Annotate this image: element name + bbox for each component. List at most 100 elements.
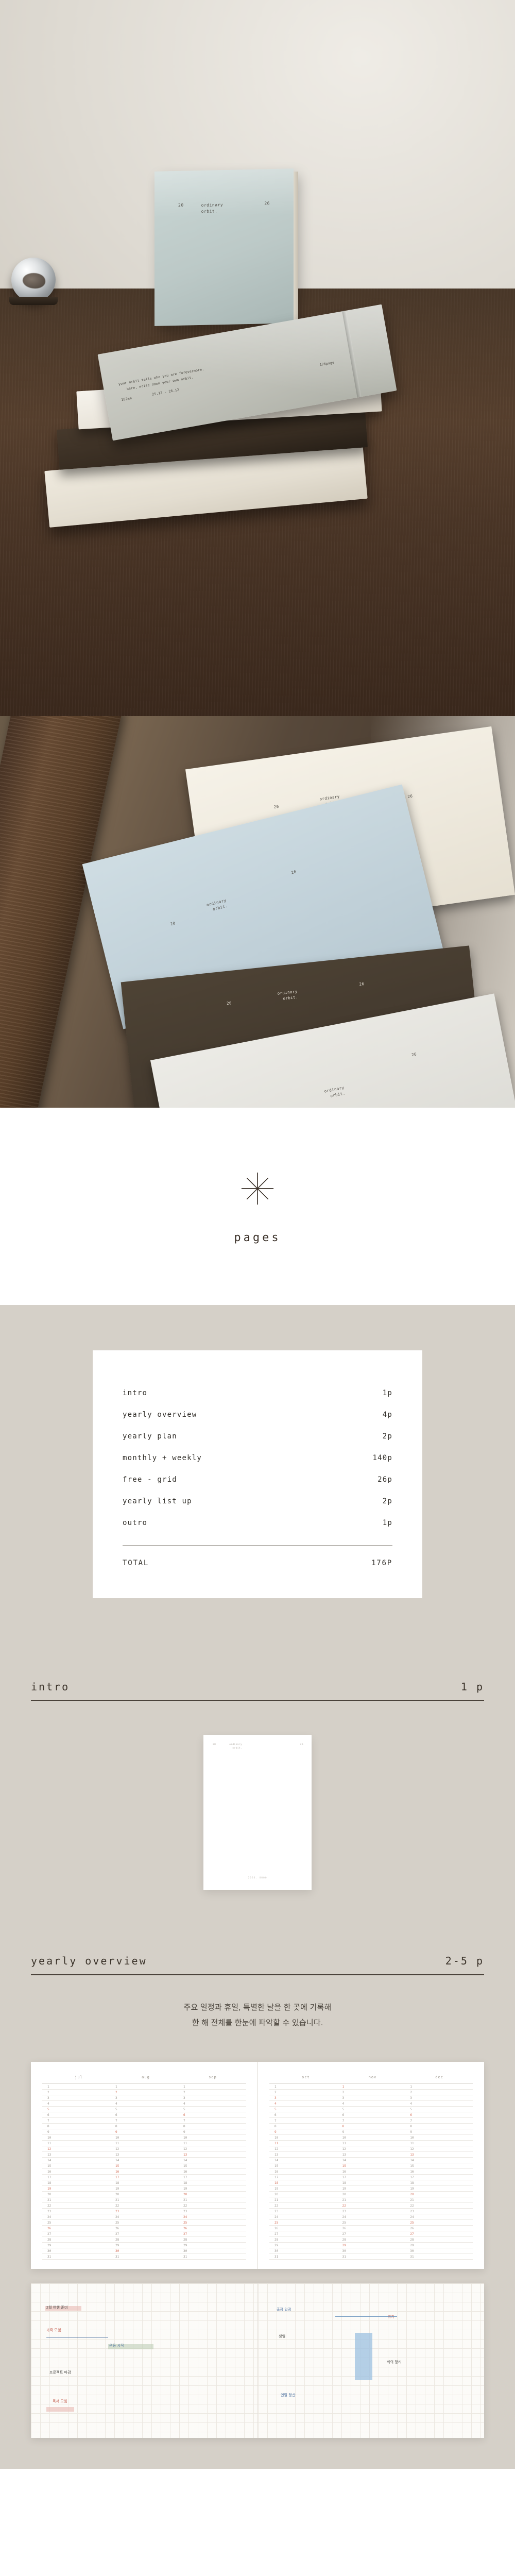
day-cell: 20 xyxy=(183,2193,187,2196)
sheet-year-prefix: 20 xyxy=(169,921,176,927)
day-cell: 14 xyxy=(274,2159,279,2162)
table-row: yearly plan 2p xyxy=(123,1426,392,1447)
day-row: 7 7 7 xyxy=(269,2118,473,2124)
day-cell: 11 xyxy=(47,2142,52,2145)
day-cell: 9 xyxy=(274,2130,277,2134)
day-cell: 5 xyxy=(47,2108,49,2111)
day-row: 22 22 22 xyxy=(42,2203,246,2209)
day-cell: 8 xyxy=(115,2125,117,2128)
day-cell: 9 xyxy=(342,2130,345,2134)
day-cell: 25 xyxy=(410,2221,414,2225)
day-cell: 13 xyxy=(47,2153,52,2157)
overview-divider xyxy=(42,2083,246,2084)
day-cell: 21 xyxy=(47,2198,52,2202)
day-row: 11 11 11 xyxy=(42,2141,246,2146)
day-row: 19 19 19 xyxy=(269,2186,473,2192)
day-cell: 3 xyxy=(115,2096,117,2100)
section-title: yearly overview xyxy=(31,1955,147,1967)
day-cell: 27 xyxy=(115,2232,119,2236)
day-cell: 22 xyxy=(342,2204,346,2208)
day-cell: 4 xyxy=(274,2102,277,2106)
table-row: free - grid 26p xyxy=(123,1469,392,1490)
day-cell: 16 xyxy=(183,2170,187,2174)
day-cell: 17 xyxy=(183,2176,187,2179)
day-cell: 15 xyxy=(47,2164,52,2168)
yearly-overview-spread: jul aug sep 1 1 1 2 2 2 3 3 3 4 4 4 5 5 5 6 6 6 7 7 7 8 8 8 9 9 9 10 1… xyxy=(31,2062,484,2269)
day-row: 12 12 12 xyxy=(42,2146,246,2152)
day-cell: 28 xyxy=(342,2238,346,2242)
day-cell: 21 xyxy=(115,2198,119,2202)
day-cell: 30 xyxy=(183,2249,187,2253)
day-cell: 5 xyxy=(410,2108,412,2111)
day-cell: 24 xyxy=(274,2215,279,2219)
day-cell: 19 xyxy=(410,2187,414,2191)
day-cell: 27 xyxy=(342,2232,346,2236)
day-row: 4 4 4 xyxy=(269,2101,473,2107)
day-cell: 13 xyxy=(183,2153,187,2157)
day-cell: 3 xyxy=(274,2096,277,2100)
day-cell: 10 xyxy=(274,2136,279,2140)
day-cell: 19 xyxy=(274,2187,279,2191)
day-cell: 23 xyxy=(274,2210,279,2213)
day-cell: 18 xyxy=(115,2181,119,2185)
day-cell: 6 xyxy=(410,2113,412,2117)
day-row: 5 5 5 xyxy=(269,2107,473,2112)
overview-divider xyxy=(269,2083,473,2084)
toc-total-value: 176P xyxy=(371,1559,392,1567)
paperweight-base xyxy=(9,297,58,305)
sheet-brand-name: ordinary orbit. xyxy=(277,989,299,1002)
day-cell: 14 xyxy=(183,2159,187,2162)
handwritten-note: 생일 xyxy=(279,2335,286,2338)
day-cell: 15 xyxy=(274,2164,279,2168)
handwritten-note: 가족 모임 xyxy=(46,2329,61,2332)
section-description: 주요 일정과 휴일, 특별한 날을 한 곳에 기록해 한 해 전체를 한눈에 파… xyxy=(0,1975,515,2052)
day-row: 2 2 2 xyxy=(42,2090,246,2095)
intro-brand-name: ordinary orbit. xyxy=(229,1743,243,1750)
toc-label: yearly plan xyxy=(123,1432,177,1440)
day-cell: 2 xyxy=(183,2091,185,2094)
day-cell: 4 xyxy=(183,2102,185,2106)
handwritten-note: 회의 정리 xyxy=(387,2361,402,2364)
day-cell: 22 xyxy=(410,2204,414,2208)
day-row: 10 10 10 xyxy=(42,2135,246,2141)
day-cell: 6 xyxy=(183,2113,185,2117)
day-cell: 30 xyxy=(47,2249,52,2253)
day-cell: 31 xyxy=(115,2255,119,2259)
day-row: 25 25 25 xyxy=(269,2220,473,2226)
day-cell: 18 xyxy=(342,2181,346,2185)
handwritten-note: 프로젝트 마감 xyxy=(49,2371,71,2375)
day-cell: 15 xyxy=(183,2164,187,2168)
day-row: 25 25 25 xyxy=(42,2220,246,2226)
day-cell: 2 xyxy=(410,2091,412,2094)
day-cell: 18 xyxy=(410,2181,414,2185)
day-cell: 10 xyxy=(342,2136,346,2140)
toc-pages: 140p xyxy=(372,1454,392,1462)
day-cell: 7 xyxy=(274,2119,277,2123)
day-row: 31 31 31 xyxy=(42,2254,246,2260)
day-cell: 18 xyxy=(183,2181,187,2185)
day-cell: 18 xyxy=(274,2181,279,2185)
hero-photo-fanned-covers: 20 ordinary orbit. 26 20 ordinary orbit.… xyxy=(0,716,515,1108)
day-row: 27 27 27 xyxy=(42,2231,246,2237)
day-row: 18 18 18 xyxy=(269,2180,473,2186)
day-cell: 31 xyxy=(342,2255,346,2259)
handwritten-note: 연말 정산 xyxy=(281,2394,296,2397)
toc-label: free - grid xyxy=(123,1476,177,1484)
section-header: intro 1 p xyxy=(31,1648,484,1701)
highlight-block xyxy=(355,2333,372,2380)
day-row: 8 8 8 xyxy=(42,2124,246,2129)
highlight-marker xyxy=(46,2407,74,2412)
notebook-stack: your orbit tells who you are forevermore… xyxy=(0,0,515,716)
sheet-year-prefix: 20 xyxy=(226,1001,232,1006)
month-label: nov xyxy=(368,2075,377,2079)
day-cell: 21 xyxy=(183,2198,187,2202)
day-cell: 2 xyxy=(47,2091,49,2094)
toc-label: yearly list up xyxy=(123,1497,192,1505)
toc-total-row: TOTAL 176P xyxy=(123,1551,392,1569)
day-cell: 11 xyxy=(274,2142,279,2145)
day-cell: 15 xyxy=(410,2164,414,2168)
day-cell: 8 xyxy=(342,2125,345,2128)
intro-year-suffix: 26 xyxy=(300,1743,303,1746)
day-cell: 23 xyxy=(183,2210,187,2213)
section-title: intro xyxy=(31,1681,70,1693)
